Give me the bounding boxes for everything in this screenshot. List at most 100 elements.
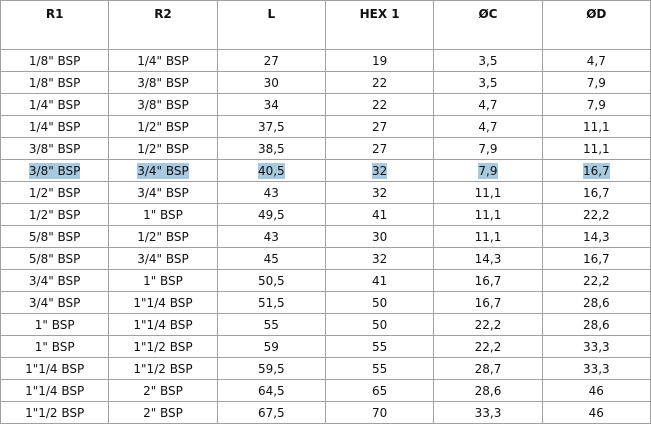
table-cell: 7,9 <box>541 71 651 94</box>
table-cell: 1/4" BSP <box>0 93 110 116</box>
table-cell: 50 <box>324 313 435 336</box>
table-cell: 51,5 <box>216 291 326 314</box>
table-cell: 3/8" BSP <box>0 137 110 160</box>
table-cell: 1/4" BSP <box>108 49 218 72</box>
highlighted-text: 3/8" BSP <box>28 162 81 179</box>
table-cell: 1"1/4 BSP <box>108 313 218 336</box>
table-cell: 7,9 <box>433 137 543 160</box>
table-cell: 3,5 <box>433 49 543 72</box>
table-row: 1/2" BSP 1" BSP 49,5 41 11,1 22,2 <box>0 203 651 226</box>
table-row: 5/8" BSP 1/2" BSP 43 30 11,1 14,3 <box>0 225 651 248</box>
table-cell: 41 <box>324 269 435 292</box>
table-row: 1" BSP 1"1/2 BSP 59 55 22,2 33,3 <box>0 335 651 358</box>
table-cell: 1/2" BSP <box>0 203 110 226</box>
table-row: 3/4" BSP 1"1/4 BSP 51,5 50 16,7 28,6 <box>0 291 651 314</box>
table-cell: 33,3 <box>541 357 651 380</box>
table-cell: 16,7 <box>433 291 543 314</box>
table-cell: 50 <box>324 291 435 314</box>
table-cell: 1"1/4 BSP <box>0 379 110 402</box>
table-cell: 28,6 <box>433 379 543 402</box>
table-cell: 37,5 <box>216 115 326 138</box>
table-row: 1/8" BSP 1/4" BSP 27 19 3,5 4,7 <box>0 49 651 72</box>
table-cell: 27 <box>324 137 435 160</box>
table-cell: 2" BSP <box>108 379 218 402</box>
table-cell: 7,9 <box>433 159 543 182</box>
table-cell: 1" BSP <box>108 269 218 292</box>
table-cell: 34 <box>216 93 326 116</box>
table-cell: 3/4" BSP <box>0 291 110 314</box>
table-cell: 1"1/2 BSP <box>0 401 110 424</box>
table-row: 5/8" BSP 3/4" BSP 45 32 14,3 16,7 <box>0 247 651 270</box>
table-cell: 46 <box>541 379 651 402</box>
table-cell: 3/4" BSP <box>0 269 110 292</box>
table-cell: 11,1 <box>433 181 543 204</box>
header-cell: HEX 1 <box>324 0 435 50</box>
table-cell: 3,5 <box>433 71 543 94</box>
table-cell: 22,2 <box>541 269 651 292</box>
table-cell: 45 <box>216 247 326 270</box>
header-cell: R2 <box>108 0 218 50</box>
table-row: 1"1/4 BSP 1"1/2 BSP 59,5 55 28,7 33,3 <box>0 357 651 380</box>
table-cell: 64,5 <box>216 379 326 402</box>
table-cell: 22,2 <box>541 203 651 226</box>
table-body: 1/8" BSP 1/4" BSP 27 19 3,5 4,7 1/8" BSP 3/8" B… <box>0 49 651 424</box>
table-cell: 1" BSP <box>108 203 218 226</box>
table-row: 1" BSP 1"1/4 BSP 55 50 22,2 28,6 <box>0 313 651 336</box>
table-row: 3/8" BSP 1/2" BSP 38,5 27 7,9 11,1 <box>0 137 651 160</box>
header-cell: ØD <box>541 0 651 50</box>
table-cell: 49,5 <box>216 203 326 226</box>
table-cell: 43 <box>216 181 326 204</box>
table-cell: 1/2" BSP <box>0 181 110 204</box>
table-row: 1/8" BSP 3/8" BSP 30 22 3,5 7,9 <box>0 71 651 94</box>
table-cell: 3/8" BSP <box>0 159 110 182</box>
highlighted-text: 16,7 <box>582 162 610 179</box>
table-cell: 55 <box>324 357 435 380</box>
table-cell: 28,6 <box>541 291 651 314</box>
table-cell: 38,5 <box>216 137 326 160</box>
table-cell: 11,1 <box>541 137 651 160</box>
table-row: 3/8" BSP 3/4" BSP 40,5 32 7,9 16,7 <box>0 159 651 182</box>
table-cell: 55 <box>324 335 435 358</box>
table-cell: 33,3 <box>433 401 543 424</box>
highlighted-text: 40,5 <box>257 162 285 179</box>
table-cell: 2" BSP <box>108 401 218 424</box>
header-row: R1 R2 L HEX 1 ØC ØD <box>0 0 651 50</box>
table-cell: 16,7 <box>433 269 543 292</box>
table-cell: 22 <box>324 71 435 94</box>
header-cell: L <box>216 0 326 50</box>
table-cell: 1/4" BSP <box>0 115 110 138</box>
table-cell: 1"1/4 BSP <box>0 357 110 380</box>
table-cell: 1"1/4 BSP <box>108 291 218 314</box>
table-cell: 1/2" BSP <box>108 115 218 138</box>
table-cell: 59 <box>216 335 326 358</box>
table-cell: 11,1 <box>433 225 543 248</box>
table-cell: 1/8" BSP <box>0 49 110 72</box>
table-cell: 46 <box>541 401 651 424</box>
table-cell: 3/4" BSP <box>108 181 218 204</box>
table-cell: 3/8" BSP <box>108 71 218 94</box>
table-cell: 19 <box>324 49 435 72</box>
table-head: R1 R2 L HEX 1 ØC ØD <box>0 0 651 50</box>
table-cell: 5/8" BSP <box>0 225 110 248</box>
table-cell: 33,3 <box>541 335 651 358</box>
table-cell: 67,5 <box>216 401 326 424</box>
table-cell: 1"1/2 BSP <box>108 357 218 380</box>
highlighted-text: 3/4" BSP <box>137 162 189 179</box>
table-cell: 70 <box>324 401 435 424</box>
table-row: 1/2" BSP 3/4" BSP 43 32 11,1 16,7 <box>0 181 651 204</box>
table-cell: 59,5 <box>216 357 326 380</box>
table-cell: 1/2" BSP <box>108 137 218 160</box>
table-cell: 1" BSP <box>0 313 110 336</box>
table-cell: 32 <box>324 247 435 270</box>
table-cell: 30 <box>324 225 435 248</box>
table-cell: 3/4" BSP <box>108 247 218 270</box>
table-row: 3/4" BSP 1" BSP 50,5 41 16,7 22,2 <box>0 269 651 292</box>
table-cell: 28,6 <box>541 313 651 336</box>
table-cell: 1" BSP <box>0 335 110 358</box>
table-cell: 1/2" BSP <box>108 225 218 248</box>
table-cell: 1"1/2 BSP <box>108 335 218 358</box>
table-cell: 14,3 <box>433 247 543 270</box>
table-cell: 5/8" BSP <box>0 247 110 270</box>
table-cell: 3/8" BSP <box>108 93 218 116</box>
